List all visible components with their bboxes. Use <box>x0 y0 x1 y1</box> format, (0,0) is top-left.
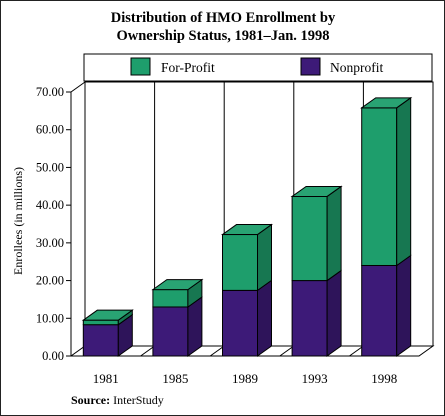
chart-title-line-2: Ownership Status, 1981–Jan. 1998 <box>116 28 329 44</box>
y-tick-label: 0.00 <box>42 349 64 363</box>
category-separator-floor <box>140 345 155 357</box>
x-tick-label: 1993 <box>302 371 328 386</box>
bar-front-face <box>222 289 258 357</box>
bar-top-face <box>290 185 343 197</box>
bar-nonprofit-1981 <box>82 313 133 357</box>
source-note: Source: InterStudy <box>71 393 164 408</box>
bar-front-face <box>291 195 328 282</box>
category-separator-floor <box>279 345 295 357</box>
source-label: Source: <box>71 393 111 407</box>
y-axis-top-edge <box>70 81 86 93</box>
bar-front-face <box>361 107 398 266</box>
bar-nonprofit-1998 <box>361 254 412 357</box>
bar-side-face <box>257 279 272 357</box>
y-tick-label: 10.00 <box>36 311 64 325</box>
bars <box>81 96 413 357</box>
x-tick-label: 1981 <box>93 371 119 386</box>
bar-top-face <box>151 279 204 291</box>
y-tick-label: 60.00 <box>36 123 64 137</box>
legend-swatch-for-profit <box>130 57 151 76</box>
bar-for-profit-1989 <box>220 223 274 292</box>
bar-side-face <box>396 254 412 357</box>
bar-front-face <box>291 280 328 357</box>
bar-front-face <box>82 324 119 357</box>
y-tick-label: 40.00 <box>36 198 64 212</box>
bar-for-profit-1993 <box>290 185 343 282</box>
legend-label-nonprofit: Nonprofit <box>330 60 383 75</box>
bar-for-profit-1998 <box>360 96 413 267</box>
source-text: InterStudy <box>113 393 164 407</box>
legend-label-for-profit: For-Profit <box>161 60 215 75</box>
bar-nonprofit-1985 <box>152 295 203 357</box>
bar-side-face <box>396 96 412 267</box>
y-tick-label: 50.00 <box>36 160 64 174</box>
y-tick-label: 30.00 <box>36 236 64 250</box>
bar-front-face <box>82 319 119 326</box>
bar-side-face <box>326 185 342 282</box>
x-axis: 1981 1985 1989 1993 1998 <box>71 355 419 386</box>
bar-front-face <box>361 264 398 357</box>
bar-front-face <box>152 306 189 357</box>
bar-top-face <box>360 97 413 109</box>
legend: For-Profit Nonprofit <box>83 53 433 82</box>
bar-for-profit-1985 <box>151 278 204 308</box>
bar-nonprofit-1989 <box>222 279 272 357</box>
bar-for-profit-1981 <box>81 309 134 326</box>
y-axis: 0.00 10.00 20.00 30.00 40.00 50.00 60.00 70.00 <box>36 81 86 363</box>
y-tick-label: 20.00 <box>36 274 64 288</box>
bar-nonprofit-1993 <box>291 269 342 357</box>
category-separator-floor <box>209 345 225 357</box>
x-tick-label: 1998 <box>371 371 397 386</box>
bar-side-face <box>326 269 342 357</box>
x-tick-label: 1985 <box>162 371 188 386</box>
x-tick-label: 1989 <box>232 371 258 386</box>
chart-title-line-1: Distribution of HMO Enrollment by <box>111 10 336 26</box>
y-tick-label: 70.00 <box>36 85 64 99</box>
bar-top-face <box>220 224 274 236</box>
bar-side-face <box>257 223 272 292</box>
bar-front-face <box>152 289 189 308</box>
y-axis-label: Enrollees (in millions) <box>11 167 25 275</box>
bar-front-face <box>222 234 258 291</box>
bar-top-face <box>81 309 134 321</box>
legend-swatch-nonprofit <box>300 57 321 76</box>
category-separator-floor <box>349 345 364 357</box>
